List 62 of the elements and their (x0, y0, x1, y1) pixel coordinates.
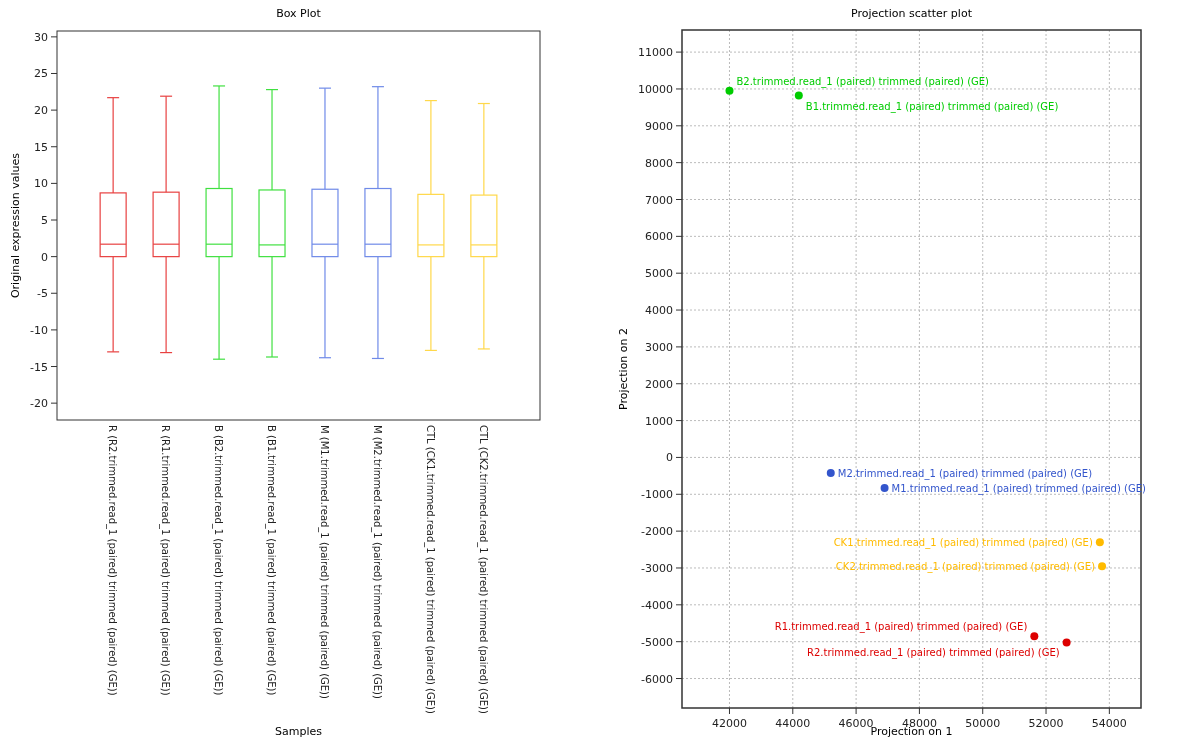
y-tick-label: -2000 (641, 525, 673, 539)
x-tick-label: R (R1.trimmed.read_1 (paired) trimmed (paired) (GE)) (159, 425, 172, 696)
y-tick-label: 3000 (645, 340, 673, 354)
y-tick-label: -5000 (641, 635, 673, 649)
y-tick-label: 11000 (638, 46, 673, 60)
x-tick-label: 50000 (965, 717, 1001, 730)
y-tick-label: 30 (34, 30, 48, 44)
series-label: CK1.trimmed.read_1 (paired) trimmed (paired) (GE) (833, 537, 1093, 550)
y-tick-label: 5000 (645, 267, 673, 281)
y-tick-label: 4000 (645, 304, 673, 318)
x-axis-title: Samples (275, 725, 323, 738)
y-tick-label: -20 (30, 397, 48, 411)
point (794, 91, 803, 100)
chart-title: Box Plot (276, 7, 322, 20)
point (826, 468, 835, 477)
y-tick-label: 25 (34, 67, 48, 81)
x-tick-label: B (B1.trimmed.read_1 (paired) trimmed (paired) (GE)) (265, 425, 278, 696)
y-axis-title: Original expression values (9, 152, 22, 299)
x-tick-label: 54000 (1091, 717, 1127, 730)
y-axis-title: Projection on 2 (617, 327, 630, 411)
x-tick-label: M (M1.trimmed.read_1 (paired) trimmed (paired) (GE)) (317, 425, 330, 699)
point (1095, 538, 1104, 547)
series-label: R2.trimmed.read_1 (paired) trimmed (paired) (GE) (806, 647, 1060, 660)
y-tick-label: 15 (34, 140, 48, 154)
y-tick-label: 20 (34, 104, 48, 118)
y-tick-label: -4000 (641, 598, 673, 612)
point (1098, 562, 1107, 571)
y-tick-label: -15 (30, 360, 48, 374)
y-tick-label: 10000 (638, 82, 673, 96)
x-tick-label: R (R2.trimmed.read_1 (paired) trimmed (paired) (GE)) (106, 425, 119, 696)
x-tick-label: CTL (CK1.trimmed.read_1 (paired) trimmed (paired) (GE)) (423, 425, 436, 714)
y-tick-label: 0 (666, 451, 673, 465)
series-label: B2.trimmed.read_1 (paired) trimmed (paired) (GE) (736, 75, 990, 88)
point (1030, 632, 1039, 641)
y-tick-label: 5 (41, 214, 48, 228)
y-tick-label: -6000 (641, 672, 673, 686)
series-label: CK2.trimmed.read_1 (paired) trimmed (paired) (GE) (835, 561, 1096, 574)
series-label: M2.trimmed.read_1 (paired) trimmed (paired) (GE) (837, 467, 1093, 480)
y-tick-label: 10 (34, 177, 48, 191)
x-tick-label: CTL (CK2.trimmed.read_1 (paired) trimmed (paired) (GE)) (476, 425, 489, 714)
series-label: B1.trimmed.read_1 (paired) trimmed (paired) (GE) (805, 100, 1059, 113)
x-tick-label: 42000 (711, 717, 747, 730)
chart-title: Projection scatter plot (851, 7, 973, 20)
y-tick-label: 8000 (645, 156, 673, 170)
point (725, 86, 734, 95)
series-label: R1.trimmed.read_1 (paired) trimmed (paired) (GE) (774, 621, 1028, 634)
x-tick-label: 44000 (775, 717, 811, 730)
x-tick-label: 52000 (1028, 717, 1064, 730)
y-tick-label: 6000 (645, 230, 673, 244)
y-tick-label: -3000 (641, 561, 673, 575)
y-tick-label: 0 (41, 250, 48, 264)
y-tick-label: 1000 (645, 414, 673, 428)
y-tick-label: 7000 (645, 193, 673, 207)
point (1062, 638, 1071, 647)
point (880, 484, 889, 493)
x-tick-label: M (M2.trimmed.read_1 (paired) trimmed (paired) (GE)) (370, 425, 383, 699)
y-tick-label: -1000 (641, 488, 673, 502)
y-tick-label: -5 (37, 287, 48, 301)
y-tick-label: -10 (30, 323, 48, 337)
y-tick-label: 2000 (645, 377, 673, 391)
y-tick-label: 9000 (645, 119, 673, 133)
x-tick-label: B (B2.trimmed.read_1 (paired) trimmed (paired) (GE)) (212, 425, 225, 696)
